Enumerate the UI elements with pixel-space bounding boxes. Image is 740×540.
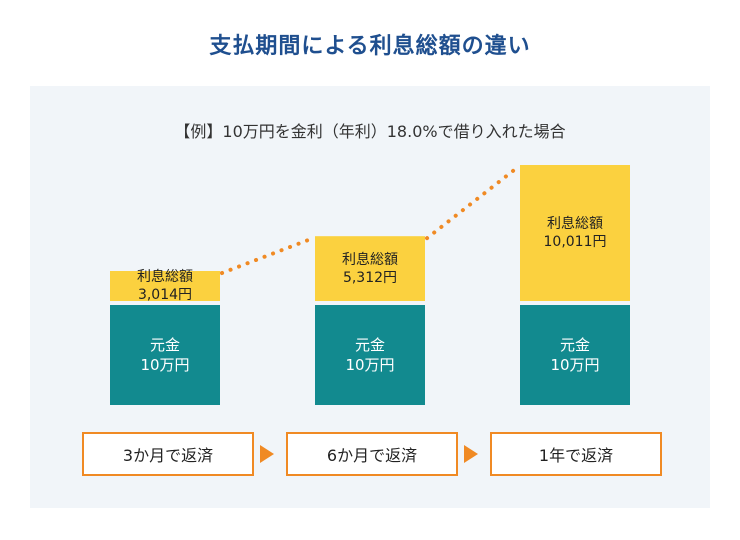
principal-bar-0 — [110, 305, 220, 405]
chart-subtitle: 【例】10万円を金利（年利）18.0%で借り入れた場合 — [174, 122, 566, 141]
chart-title: 支払期間による利息総額の違い — [209, 34, 531, 59]
trend-line-segment-1 — [425, 165, 520, 241]
interest-value: 10,011円 — [543, 234, 607, 250]
principal-value: 10万円 — [550, 356, 600, 374]
principal-value: 10万円 — [140, 356, 190, 374]
interest-series-name: 利息総額 — [137, 269, 193, 285]
principal-bar-2 — [520, 305, 630, 405]
interest-bar-1 — [315, 236, 425, 301]
interest-label-2: 利息総額 10,011円 — [520, 215, 630, 251]
principal-label-2: 元金 10万円 — [520, 335, 630, 375]
interest-bar-2 — [520, 165, 630, 301]
interest-value: 5,312円 — [342, 269, 398, 286]
interest-series-name: 利息総額 — [342, 251, 398, 268]
interest-series-name: 利息総額 — [547, 216, 603, 232]
principal-label-1: 元金 10万円 — [315, 335, 425, 375]
category-label-6-months: 6か月で返済 — [286, 432, 458, 476]
interest-value: 3,014円 — [137, 287, 193, 303]
principal-value: 10万円 — [345, 356, 395, 374]
interest-label-0: 利息総額 3,014円 — [110, 268, 220, 304]
category-label-1-year: 1年で返済 — [490, 432, 662, 476]
interest-bar-0 — [110, 271, 220, 301]
principal-series-name: 元金 — [559, 336, 590, 354]
interest-label-1: 利息総額 5,312円 — [315, 251, 425, 287]
trend-line-segment-0 — [220, 236, 315, 275]
category-label-3-months: 3か月で返済 — [82, 432, 254, 476]
principal-bar-1 — [315, 305, 425, 405]
arrow-right-icon — [464, 445, 478, 463]
principal-series-name: 元金 — [354, 336, 385, 354]
principal-label-0: 元金 10万円 — [110, 335, 220, 375]
principal-series-name: 元金 — [149, 336, 180, 354]
arrow-right-icon — [260, 445, 274, 463]
